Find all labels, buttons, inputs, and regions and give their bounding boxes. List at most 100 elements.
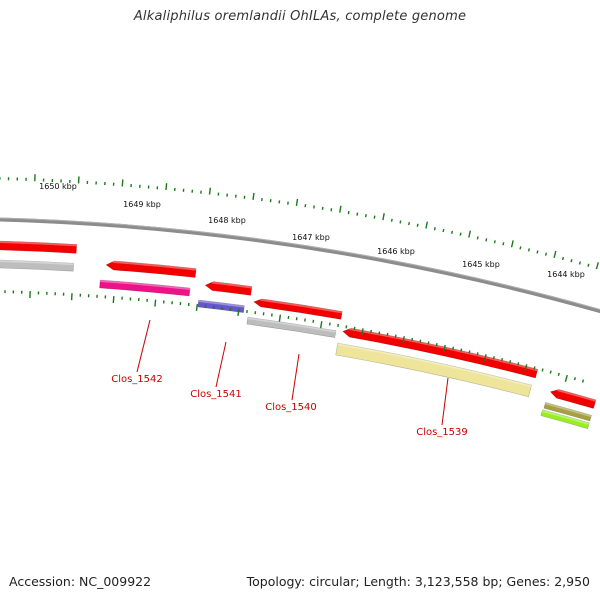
inner-tick-64 — [517, 362, 520, 366]
inner-tick-30 — [237, 308, 240, 316]
inner-tick-20 — [154, 299, 157, 307]
inner-tick-43 — [345, 325, 348, 329]
feature-gray-1540-shine — [247, 317, 336, 333]
inner-tick-68 — [549, 370, 552, 374]
inner-tick-57 — [460, 348, 463, 352]
outer-tick-52 — [442, 228, 445, 233]
tick-label-1648: 1648 kbp — [208, 216, 246, 225]
tick-label-1646: 1646 kbp — [377, 247, 415, 256]
inner-tick-15 — [112, 295, 115, 304]
genome-summary-text: Topology: circular; Length: 3,123,558 bp… — [246, 574, 590, 589]
leader-clos-1541 — [215, 341, 227, 388]
outer-tick-25 — [208, 187, 211, 195]
gene-label-clos-1541: Clos_1541 — [190, 389, 242, 400]
outer-tick-64 — [544, 252, 548, 256]
inner-tick-62 — [500, 358, 504, 362]
feature-red-next-shine — [557, 389, 596, 402]
outer-tick-55 — [468, 230, 472, 238]
feature-gray-0 — [0, 259, 74, 272]
tick-label-1644: 1644 kbp — [547, 270, 585, 279]
outer-tick-68 — [578, 261, 581, 265]
outer-tick-56 — [476, 236, 479, 240]
inner-tick-67 — [541, 368, 544, 372]
outer-tick-60 — [510, 240, 514, 248]
outer-tick-62 — [527, 248, 530, 252]
outer-tick-15 — [121, 179, 124, 187]
leader-clos-1539 — [441, 377, 449, 426]
outer-tick-40 — [339, 205, 342, 213]
outer-tick-53 — [451, 230, 454, 234]
leader-clos-1542 — [136, 319, 151, 373]
accession-text: Accession: NC_009922 — [9, 574, 152, 589]
outer-tick-65 — [553, 250, 557, 258]
inner-tick-44 — [353, 326, 356, 330]
gene-label-group: Clos_1542 Clos_1541 Clos_1540 Clos_1539 — [111, 374, 468, 438]
feature-red-next — [549, 389, 597, 409]
feature-red-1539-shine — [349, 328, 538, 372]
feature-purple-1541-shine — [198, 300, 245, 308]
feature-lime-next-shine — [541, 409, 590, 425]
inner-tick-65 — [524, 364, 528, 372]
feature-purple-1541 — [197, 299, 245, 313]
inner-tick-63 — [509, 360, 512, 364]
outer-tick-44 — [373, 215, 376, 219]
tick-label-1645: 1645 kbp — [462, 260, 500, 269]
outer-tick-20 — [165, 183, 168, 191]
feature-red-1542-shine — [112, 260, 197, 271]
inner-tick-59 — [476, 352, 479, 356]
outer-tick-69 — [587, 263, 590, 267]
feature-gray-1540 — [246, 316, 337, 338]
feature-layer — [0, 240, 597, 430]
feature-olive-next — [543, 401, 592, 422]
outer-tick-49 — [416, 223, 419, 227]
outer-tick-54 — [459, 232, 462, 236]
feature-red-1541-shine — [211, 281, 252, 289]
feature-khaki-1539 — [335, 342, 532, 398]
inner-tick-53 — [427, 341, 430, 345]
outer-tick-46 — [390, 218, 393, 222]
inner-tick-42 — [337, 323, 340, 328]
inner-tick-54 — [435, 343, 438, 347]
gene-label-clos-1539: Clos_1539 — [416, 427, 468, 438]
map-title: Alkaliphilus oremlandii OhILAs, complete… — [133, 9, 467, 24]
outer-tick-43 — [364, 214, 367, 218]
inner-tick-71 — [573, 377, 577, 381]
outer-tick-51 — [433, 227, 436, 231]
outer-tick-59 — [502, 242, 505, 246]
tick-label-group: 1650 kbp 1649 kbp 1648 kbp 1647 kbp 1646… — [39, 182, 585, 279]
tick-label-1649: 1649 kbp — [123, 200, 161, 209]
feature-red-1541 — [204, 281, 253, 296]
outer-tick-50 — [425, 221, 429, 229]
inner-tick-45 — [361, 328, 364, 336]
inner-tick-61 — [492, 356, 495, 360]
inner-tick-60 — [483, 354, 487, 362]
outer-tick-30 — [252, 192, 255, 200]
inner-tick-50 — [402, 336, 405, 344]
outer-tick-48 — [408, 221, 411, 226]
inner-tick-58 — [468, 350, 471, 354]
outer-tick-45 — [382, 213, 385, 221]
inner-tick-66 — [533, 366, 536, 370]
inner-tick-40 — [319, 321, 323, 329]
inner-tick-46 — [370, 329, 372, 333]
inner-tick-56 — [452, 346, 455, 350]
outer-tick-ring — [0, 174, 599, 270]
inner-tick-70 — [564, 374, 568, 383]
outer-tick-70 — [595, 262, 599, 270]
inner-tick-55 — [443, 344, 446, 352]
inner-tick-72 — [581, 379, 585, 383]
inner-tick-25 — [195, 303, 198, 311]
outer-tick-66 — [561, 256, 565, 261]
feature-gray-0-shine — [0, 260, 74, 266]
feature-red-0 — [0, 240, 78, 254]
leader-lines — [136, 319, 449, 426]
outer-tick-67 — [570, 259, 573, 263]
outer-tick-58 — [493, 240, 496, 244]
gene-label-clos-1542: Clos_1542 — [111, 374, 163, 385]
feature-khaki-1539-shine — [337, 343, 532, 388]
tick-label-1650: 1650 kbp — [39, 182, 77, 191]
inner-tick-47 — [378, 331, 381, 335]
inner-tick-49 — [394, 334, 397, 338]
feature-red-1542 — [105, 260, 197, 278]
feature-magenta-1542-shine — [99, 279, 191, 291]
